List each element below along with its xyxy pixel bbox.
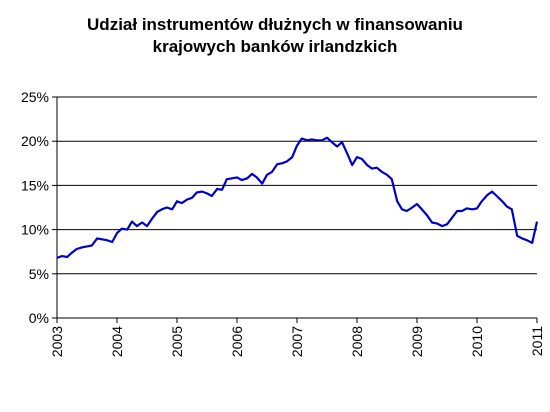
y-tick-label: 20% [21,133,49,149]
x-tick-label: 2005 [169,326,185,357]
y-tick-label: 0% [29,310,49,326]
y-tick-label: 25% [21,89,49,105]
series-line [56,136,539,259]
x-tick-label: 2008 [349,326,365,357]
x-tick-label: 2009 [409,326,425,357]
x-tick-label: 2010 [469,326,485,357]
x-tick-label: 2007 [289,326,305,357]
x-tick-label: 2003 [49,326,65,357]
y-tick-label: 10% [21,222,49,238]
y-tick-label: 15% [21,177,49,193]
x-tick-label: 2006 [229,326,245,357]
chart-title-line-1: Udział instrumentów dłużnych w finansowa… [87,15,463,34]
chart-title-line-2: krajowych banków irlandzkich [152,37,398,56]
chart-title: Udział instrumentów dłużnych w finansowa… [0,14,550,58]
x-tick-label: 2004 [109,326,125,357]
x-tick-label: 2011 [529,326,545,356]
y-tick-label: 5% [29,266,49,282]
